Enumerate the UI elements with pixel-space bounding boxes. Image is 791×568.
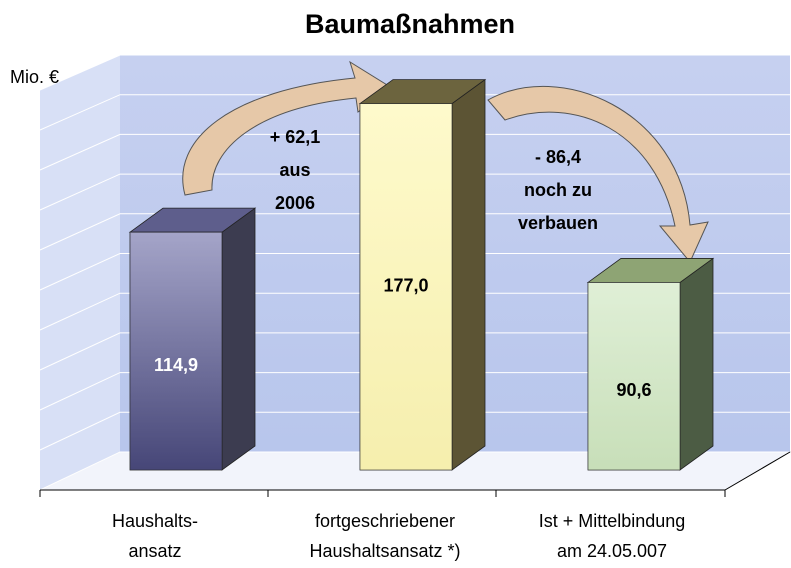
x-tick-label: ansatz [128, 541, 181, 561]
x-tick-label: Ist + Mittelbindung [539, 511, 686, 531]
bar [359, 103, 453, 471]
bar-color [588, 282, 680, 470]
annotation: aus [279, 160, 310, 180]
bar-color [360, 103, 452, 471]
chart-title: Baumaßnahmen [305, 9, 515, 39]
annotation: noch zu [524, 180, 592, 200]
grid-line [39, 133, 790, 171]
bar-color [130, 232, 222, 470]
x-tick-label: Haushalts- [112, 511, 198, 531]
grid-line [39, 451, 790, 491]
x-tick-label: Haushaltsansatz *) [309, 541, 460, 561]
floor-edge [724, 451, 791, 491]
value-label: 114,9 [154, 355, 198, 375]
bar-side [679, 257, 714, 471]
grid-line [39, 213, 790, 251]
y-axis-label: Mio. € [10, 67, 59, 87]
grid-line [39, 292, 790, 331]
side-wall [40, 55, 120, 490]
bar [587, 282, 681, 471]
grid-line [39, 372, 790, 411]
annotation: verbauen [518, 213, 598, 233]
grid-line [39, 253, 790, 291]
grid-line [39, 173, 790, 211]
value-label: 177,0 [383, 276, 428, 296]
bar-side [221, 207, 256, 471]
grid-line [39, 54, 790, 91]
arrow [182, 60, 393, 196]
annotation: + 62,1 [270, 127, 321, 147]
grid-line [39, 332, 790, 371]
value-label: 90,6 [616, 380, 651, 400]
x-tick-label: fortgeschriebener [315, 511, 455, 531]
annotation: 2006 [275, 193, 315, 213]
grid-line [39, 411, 790, 451]
x-tick-label: am 24.05.007 [557, 541, 667, 561]
annotation: - 86,4 [535, 147, 581, 167]
bar [129, 231, 223, 471]
arrow [487, 85, 709, 263]
bar-side [451, 78, 486, 471]
